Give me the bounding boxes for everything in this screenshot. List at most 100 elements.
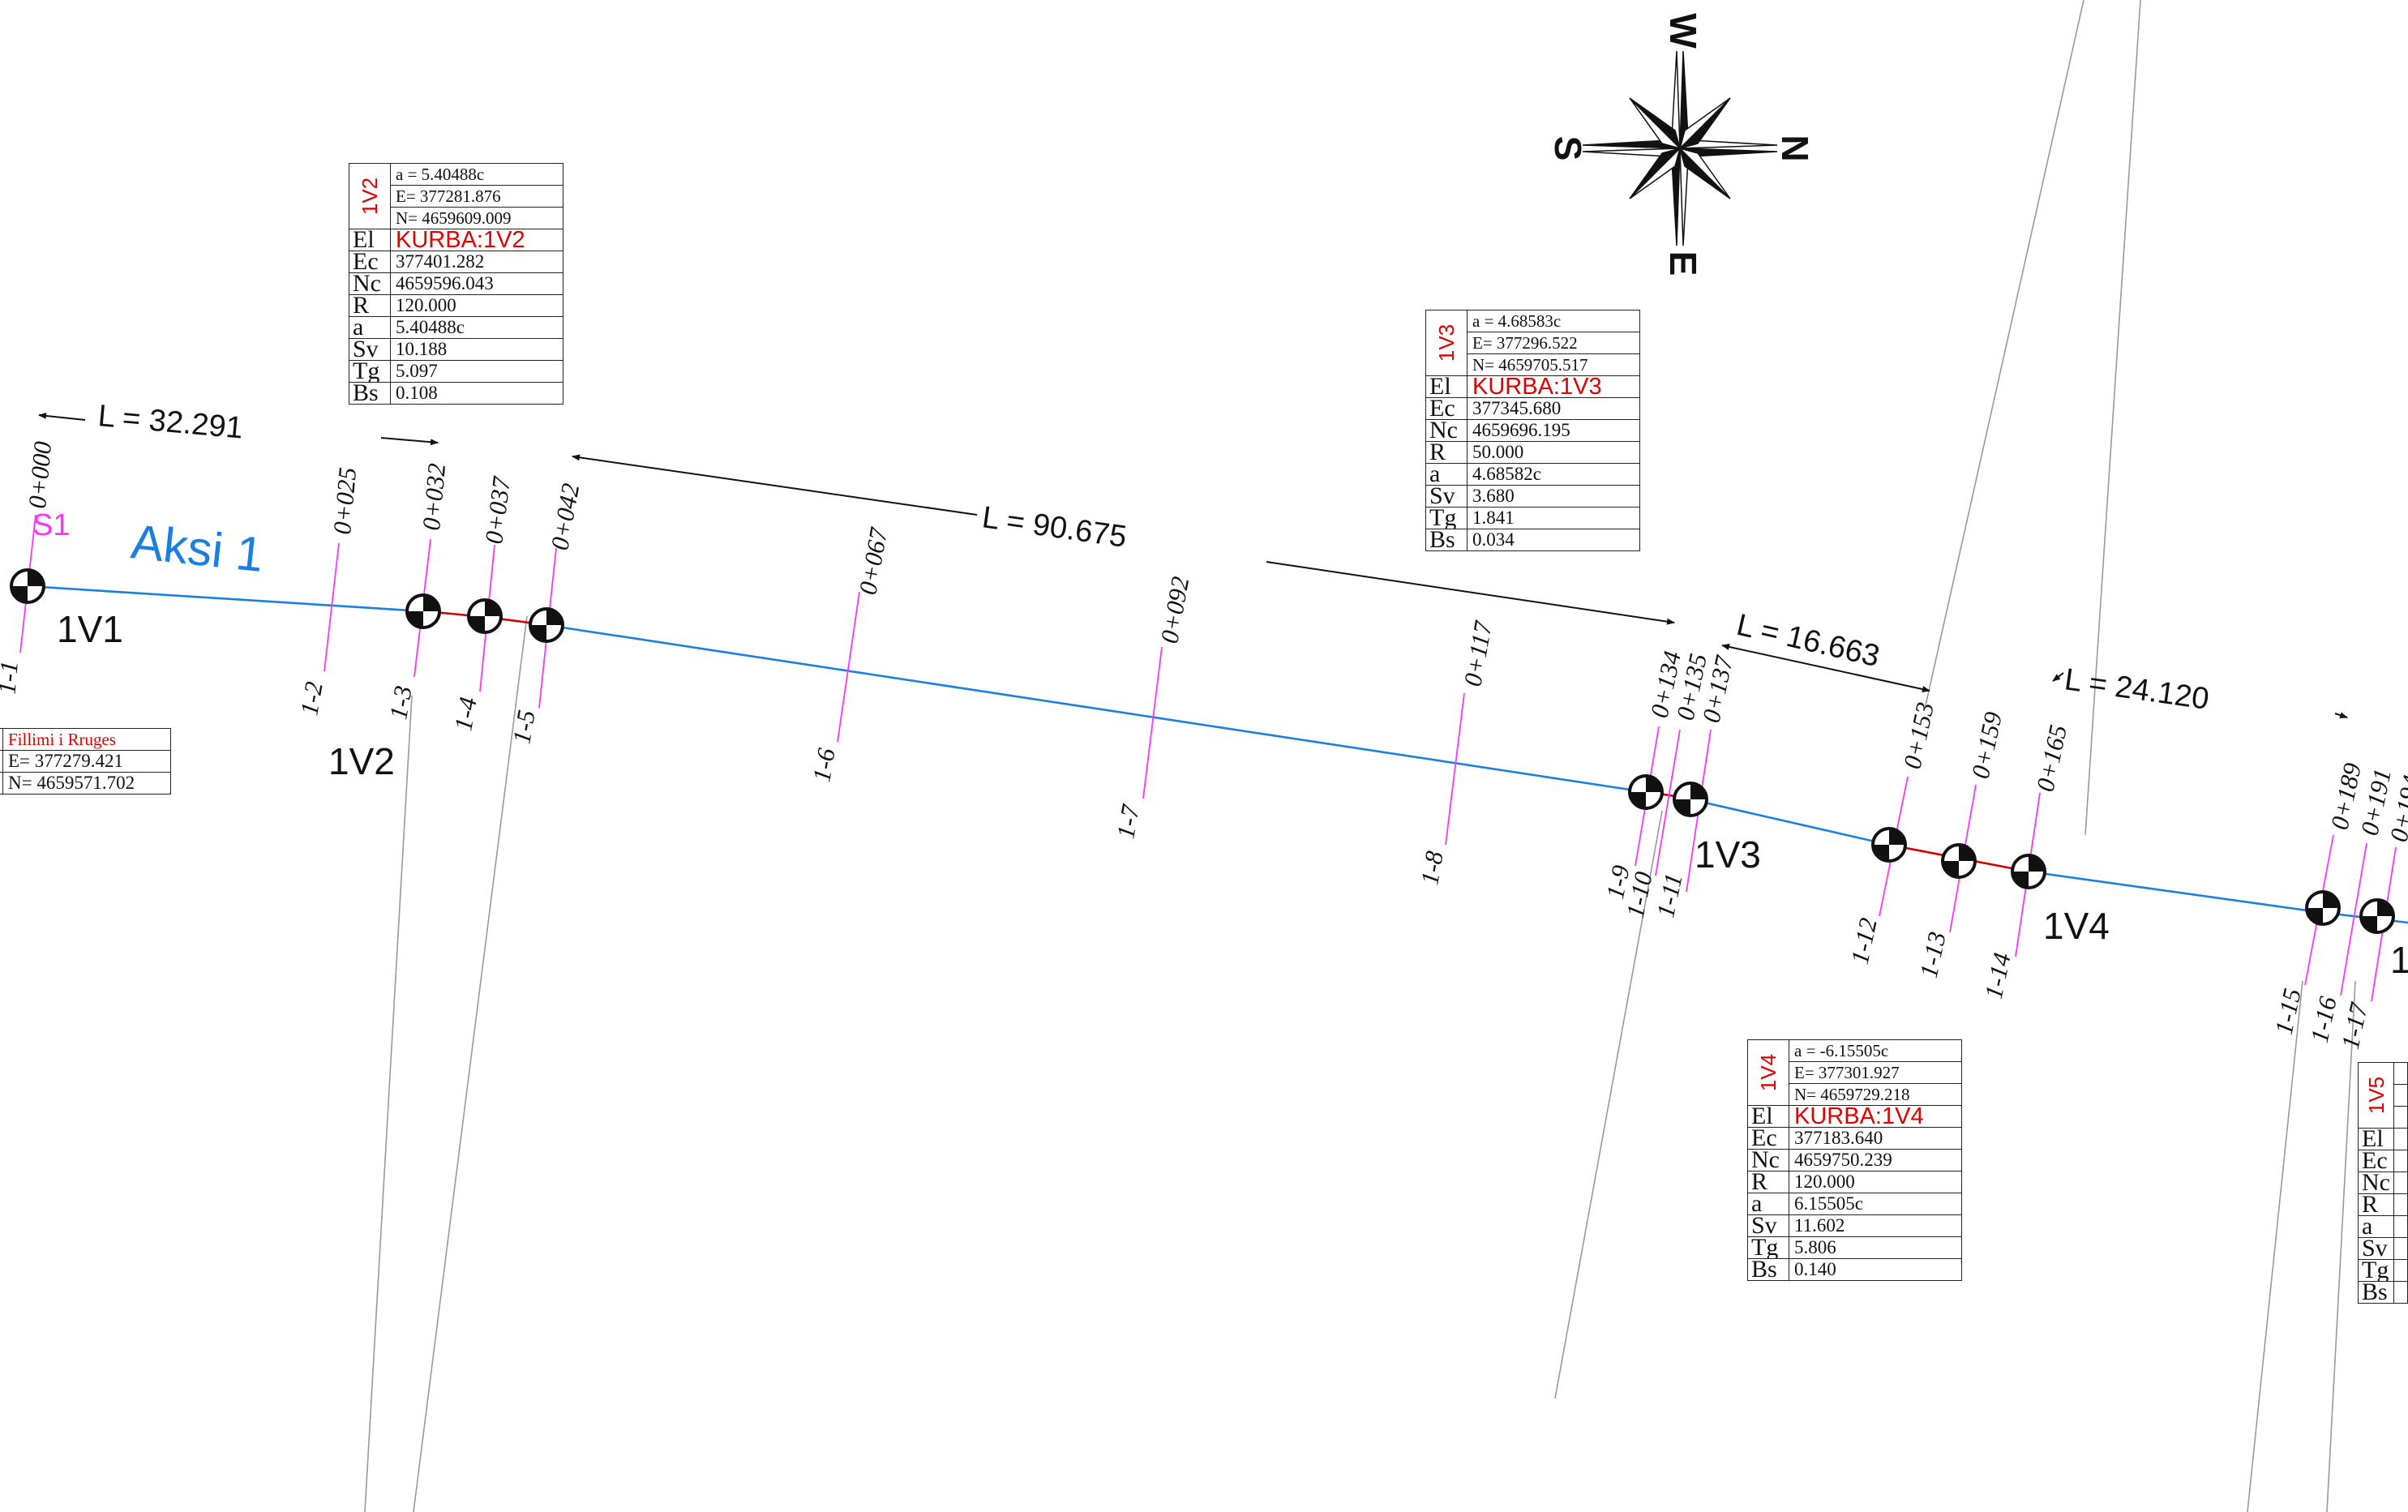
curve-value: 120.000	[1789, 1171, 1962, 1193]
curve-value: 1.841	[1467, 507, 1640, 529]
start-table-e: E= 377279.421	[2, 750, 171, 773]
curve-key: Sv	[2358, 1237, 2395, 1260]
curve-key: Bs	[1747, 1258, 1789, 1281]
curve-key: Sv	[1747, 1214, 1789, 1237]
compass-n: N	[1774, 135, 1816, 161]
curve-head-angle: a = 4.68583c	[1467, 310, 1640, 332]
compass-letters: W E S N	[1547, 13, 1816, 276]
curve-key: R	[1747, 1171, 1789, 1193]
curve-value: 5.097	[390, 360, 563, 383]
section-label: 1-4	[448, 695, 482, 733]
compass-rose	[1582, 50, 1778, 246]
curve-head-e: E= 377296.522	[1467, 332, 1640, 354]
curve-key: Ec	[2358, 1150, 2395, 1172]
reference-lines	[364, 0, 2356, 1512]
curve-key: El	[1425, 375, 1468, 398]
curve-value: 377345.680	[1467, 397, 1640, 420]
vertex-label: 1V3	[1695, 833, 1761, 876]
axis-label: Aksi 1	[129, 514, 266, 582]
section-label: 1-8	[1415, 849, 1449, 887]
start-label: S1	[32, 508, 70, 542]
curve-table-1V4: 1V4 a = -6.15505c E= 377301.927 N= 46597…	[1747, 1039, 1962, 1281]
curve-head-angle: a = -6.15505c	[1789, 1039, 1962, 1062]
curve-value: 3.680	[1467, 485, 1640, 508]
curve-name: KURBA:1V3	[1467, 375, 1640, 398]
curve-table-1V5: 1V5 El Ec Nc R a Sv Tg Bs	[2358, 1062, 2408, 1304]
chainage-label: 0+067	[853, 525, 893, 597]
curve-value: 5.806	[1789, 1236, 1962, 1259]
chainage-label: 0+159	[1966, 709, 2007, 781]
length-labels: L = 32.291 L = 90.675 L = 16.663 L = 24.…	[96, 399, 2211, 717]
curve-key: R	[1425, 441, 1468, 464]
curve-name: KURBA:1V4	[1789, 1105, 1962, 1128]
curve-value: 11.602	[1789, 1214, 1962, 1237]
curve-value: 0.140	[1789, 1258, 1962, 1281]
section-label: 1-5	[507, 708, 541, 746]
curve-head-angle: a = 5.40488c	[390, 163, 563, 186]
start-table-n: N= 4659571.702	[2, 772, 171, 795]
curve-key: a	[349, 316, 391, 339]
section-label: 1-14	[1979, 950, 2016, 1001]
curve-key: El	[349, 229, 391, 251]
curve-key: a	[1747, 1193, 1789, 1215]
section-label: 1-9	[1600, 863, 1635, 902]
chainage-label: 0+037	[479, 474, 516, 546]
start-table: Fillimi i Rruges E= 377279.421 N= 465957…	[0, 728, 171, 795]
section-label: 1-15	[2269, 986, 2307, 1037]
curve-key: R	[2358, 1193, 2395, 1216]
curve-key: R	[349, 294, 391, 317]
compass-s: S	[1547, 136, 1589, 161]
curve-key: a	[1425, 463, 1468, 486]
curve-table-1V2: 1V2 a = 5.40488c E= 377281.876 N= 465960…	[349, 163, 563, 405]
vertex-label: 1	[2390, 939, 2408, 981]
vertex-label: 1V1	[57, 608, 123, 650]
curve-head-n: N= 4659705.517	[1467, 353, 1640, 376]
section-labels: 1-1 1-2 1-3 1-4 1-5 1-6 1-7 1-8 1-9 1-10…	[0, 660, 2373, 1052]
curve-key: Tg	[1425, 507, 1468, 529]
curve-key: Nc	[1747, 1149, 1789, 1171]
curve-key: Tg	[2358, 1259, 2395, 1282]
section-label: 1-13	[1914, 929, 1952, 980]
curve-id: 1V2	[358, 177, 382, 216]
curve-key: Nc	[1425, 419, 1468, 442]
curve-value: 377183.640	[1789, 1127, 1962, 1150]
length-label: L = 24.120	[2063, 662, 2211, 717]
curve-key: Bs	[1425, 529, 1468, 551]
curve-id: 1V4	[1756, 1053, 1780, 1092]
curve-value: 120.000	[390, 294, 563, 317]
tangent-2	[546, 623, 1647, 794]
vertex-label: 1V4	[2043, 905, 2110, 947]
curve-key: Ec	[1425, 397, 1468, 420]
chainage-label: 0+117	[1458, 618, 1498, 688]
compass-e: E	[1662, 251, 1704, 276]
tangent-1	[27, 585, 424, 613]
curve-head-e: E= 377301.927	[1789, 1061, 1962, 1084]
curve-key: Sv	[1425, 485, 1468, 508]
curve-name: KURBA:1V2	[390, 229, 563, 251]
length-dimensions	[38, 412, 2348, 718]
curve-key: Ec	[1747, 1127, 1789, 1150]
chainage-label: 0+165	[2031, 722, 2072, 794]
section-label: 1-6	[807, 746, 841, 784]
chainage-labels: 0+000 0+025 0+032 0+037 0+042 0+067 0+09…	[23, 439, 2408, 844]
curve-table-1V5-clip: 1V5 El Ec Nc R a Sv Tg Bs	[2358, 1062, 2408, 1305]
chainage-label: 0+025	[328, 466, 362, 536]
curve-value: 50.000	[1467, 441, 1640, 464]
curve-key: a	[2358, 1215, 2395, 1238]
curve-key: El	[2358, 1128, 2395, 1150]
start-table-title: Fillimi i Rruges	[2, 728, 171, 751]
curve-key: El	[1747, 1105, 1789, 1128]
chainage-label: 0+000	[23, 439, 57, 509]
curve-key: Bs	[2358, 1281, 2395, 1304]
section-label: 1-7	[1111, 802, 1145, 841]
curve-head-n: N= 4659729.218	[1789, 1083, 1962, 1106]
chainage-label: 0+032	[417, 462, 451, 532]
chainage-label: 0+042	[545, 481, 585, 552]
section-label: 1-2	[294, 679, 328, 717]
length-label: L = 90.675	[980, 500, 1129, 555]
curve-key: Nc	[349, 272, 391, 295]
length-label: L = 32.291	[96, 399, 244, 445]
curve-key: Nc	[2358, 1171, 2395, 1194]
curve-key: Bs	[349, 382, 391, 405]
curve-key: Sv	[349, 338, 391, 361]
